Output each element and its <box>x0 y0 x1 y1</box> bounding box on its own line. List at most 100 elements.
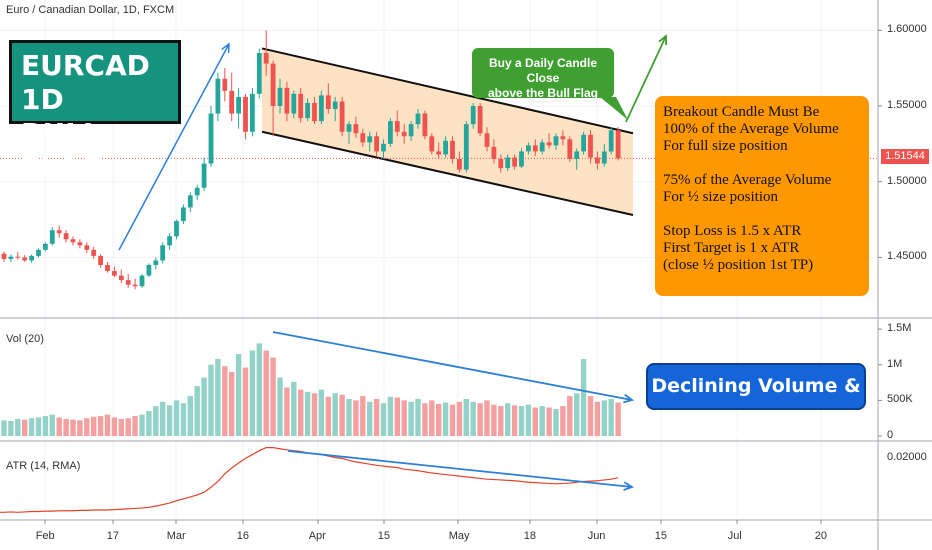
candle-body <box>436 151 442 155</box>
volume-bar <box>463 398 469 436</box>
candle-body <box>401 131 407 137</box>
candle-body <box>470 106 476 125</box>
candle-body <box>360 133 366 143</box>
candle-body <box>443 140 448 155</box>
candle-body <box>539 142 545 152</box>
volume-bar <box>125 418 131 436</box>
volume-bar <box>222 366 228 436</box>
volume-bar <box>498 406 504 436</box>
volume-bar <box>160 401 166 436</box>
volume-bar <box>111 417 118 436</box>
volume-bar <box>166 405 173 436</box>
green-callout-pointer <box>600 97 628 120</box>
volume-decline-arrow-head <box>623 393 635 404</box>
candle-body <box>118 275 124 281</box>
candle-body <box>408 124 414 137</box>
title-callout[interactable]: EURCAD 1D BULL FLAG <box>9 40 181 184</box>
candle-body <box>125 280 131 285</box>
candle-body <box>422 113 428 137</box>
rule-line: Breakout Candle Must Be <box>663 104 820 120</box>
time-tick-label: 17 <box>106 530 120 542</box>
candle-body <box>353 124 359 134</box>
volume-bars <box>1 343 621 436</box>
candle-body <box>498 159 504 169</box>
candle-body <box>429 136 435 152</box>
volume-bar <box>263 350 269 436</box>
candle-body <box>381 143 386 152</box>
volume-bar <box>118 418 124 436</box>
candle-body <box>277 87 283 106</box>
volume-bar <box>298 389 304 436</box>
candle-body <box>325 95 331 110</box>
candle-body <box>22 257 28 261</box>
volume-bar <box>408 401 414 436</box>
volume-bar <box>235 354 242 436</box>
candle-body <box>567 139 573 159</box>
candle-body <box>284 87 290 114</box>
volume-bar <box>339 394 345 436</box>
atr-tick-label: 0.02000 <box>887 451 927 464</box>
green-note-line-2: above the Bull Flag <box>487 86 598 100</box>
volume-bar <box>84 418 90 436</box>
candle-body <box>187 195 193 208</box>
volume-bar <box>580 359 587 436</box>
price-tick-label: 1.50000 <box>887 174 927 187</box>
atr-polyline <box>0 447 619 513</box>
candle-body <box>519 151 524 167</box>
volume-bar <box>387 396 394 436</box>
candle-body <box>215 78 221 114</box>
volume-bar <box>194 386 200 436</box>
candle-body <box>332 101 338 110</box>
volume-bar <box>132 416 138 436</box>
green-note-line-1: Buy a Daily Candle Close <box>488 56 598 85</box>
last-price-tag: 1.51544 <box>881 149 929 164</box>
volume-bar <box>367 401 373 436</box>
volume-bar <box>553 408 559 436</box>
atr-pane-label: ATR (14, RMA) <box>6 460 81 472</box>
volume-bar <box>567 396 573 436</box>
pole-arrow-head <box>221 42 230 54</box>
time-tick-label: 16 <box>236 530 250 542</box>
price-tick-label: 1.55000 <box>887 99 927 111</box>
trade-rules-callout[interactable]: Breakout Candle Must Be 100% of the Avera… <box>655 96 869 296</box>
volume-bar <box>360 396 366 436</box>
volume-bar <box>608 398 614 436</box>
candle-body <box>105 265 110 272</box>
time-tick-label: 15 <box>654 530 668 542</box>
volume-tick-label: 1M <box>887 357 903 370</box>
volume-bar <box>422 403 428 436</box>
candle-body <box>250 93 255 132</box>
declining-volume-callout[interactable]: Declining Volume & ATR <box>646 363 866 440</box>
volume-decline-arrow <box>272 331 633 401</box>
volume-bar <box>180 403 187 436</box>
volume-bar <box>373 398 380 436</box>
buy-condition-callout[interactable]: Buy a Daily Candle Close above the Bull … <box>472 48 614 100</box>
candle-body <box>291 93 297 114</box>
candle-body <box>201 163 207 188</box>
candle-body <box>146 265 152 276</box>
candle-body <box>477 106 483 134</box>
time-tick-label: 18 <box>523 530 537 542</box>
title-line-1: EURCAD 1D <box>21 49 150 116</box>
volume-bar <box>325 396 331 436</box>
candle-body <box>608 130 614 152</box>
volume-bar <box>22 419 28 436</box>
time-tick-label: 15 <box>377 530 391 542</box>
volume-bar <box>525 404 532 436</box>
candle-body <box>512 157 517 167</box>
volume-bar <box>291 381 297 436</box>
time-tick-label: Jul <box>727 530 742 542</box>
volume-bar <box>97 416 104 436</box>
flag-fill <box>262 48 633 216</box>
candle-body <box>132 284 138 287</box>
title-line-2: BULL FLAG <box>21 117 103 184</box>
volume-bar <box>139 414 145 436</box>
candle-body <box>8 256 14 259</box>
volume-bar <box>560 406 566 436</box>
volume-bar <box>484 400 490 436</box>
volume-bar <box>42 416 49 436</box>
candle-body <box>532 145 538 152</box>
candle-body <box>367 136 373 143</box>
atr-line <box>0 447 619 513</box>
